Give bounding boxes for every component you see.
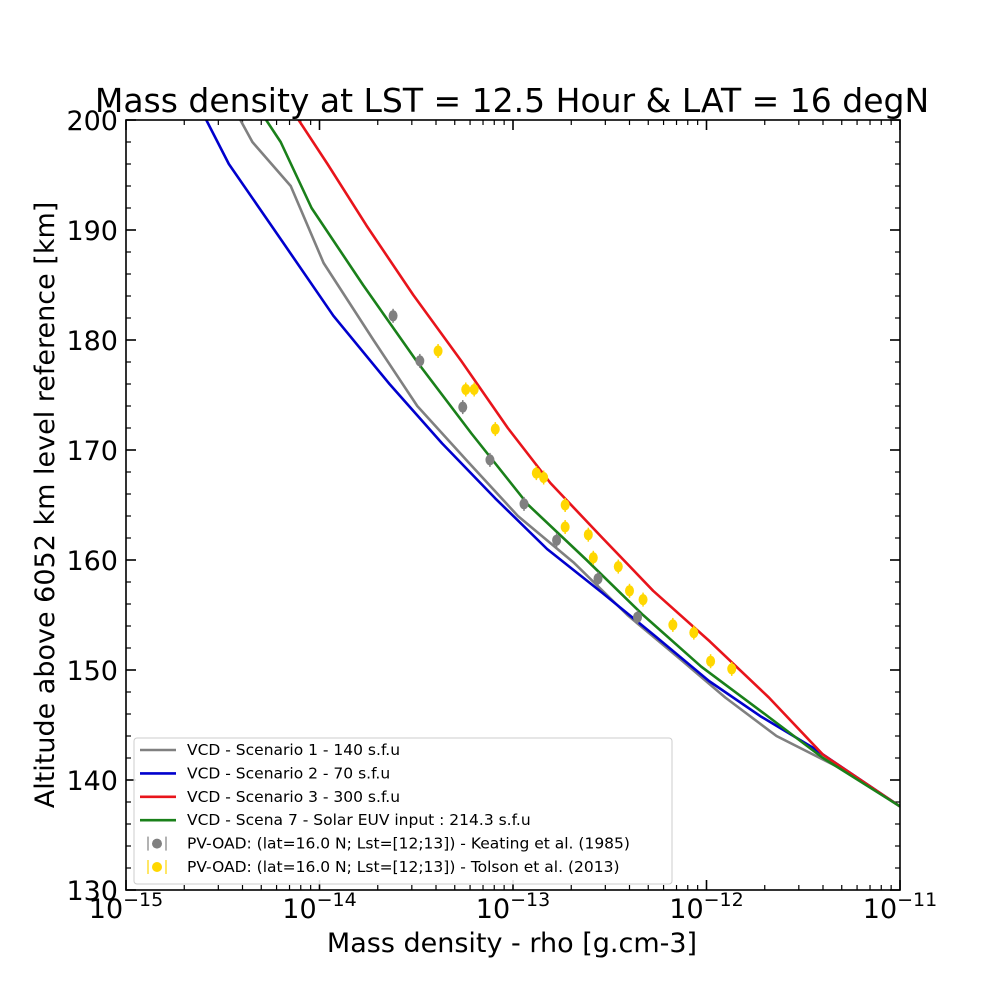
data-point bbox=[613, 561, 623, 573]
legend-label: VCD - Scenario 1 - 140 s.f.u bbox=[187, 741, 400, 759]
data-point bbox=[689, 627, 699, 639]
plot-frame bbox=[125, 119, 901, 891]
x-tick-label: 10−13 bbox=[476, 889, 550, 925]
x-tick-label: 10−12 bbox=[669, 889, 743, 925]
data-point bbox=[490, 423, 500, 435]
data-point bbox=[583, 529, 593, 541]
data-point bbox=[706, 655, 716, 667]
y-tick-label: 150 bbox=[66, 656, 118, 687]
legend-label: VCD - Scena 7 - Solar EUV input : 214.3 … bbox=[187, 811, 531, 829]
x-tick-label: 10−11 bbox=[863, 889, 937, 925]
chart-title: Mass density at LST = 12.5 Hour & LAT = … bbox=[95, 81, 929, 120]
data-point bbox=[633, 611, 643, 623]
plot-series bbox=[205, 120, 900, 808]
y-tick-label: 160 bbox=[66, 546, 118, 577]
tick-labels: 10−15 10−14 10−13 10−12 10−11 130 140 150 160 170… bbox=[66, 106, 937, 925]
y-axis-label: Altitude above 6052 km level reference [… bbox=[30, 202, 61, 809]
data-point bbox=[458, 401, 468, 413]
series-line-3 bbox=[297, 120, 900, 808]
y-tick-label: 190 bbox=[66, 216, 118, 247]
data-point bbox=[388, 310, 398, 322]
data-point bbox=[469, 384, 479, 395]
legend-box bbox=[133, 737, 673, 885]
series-line-2 bbox=[205, 120, 900, 808]
y-tick-label: 200 bbox=[66, 106, 118, 137]
legend-label: VCD - Scenario 2 - 70 s.f.u bbox=[187, 764, 390, 782]
series-line-1 bbox=[239, 120, 900, 808]
data-point bbox=[485, 454, 495, 466]
data-point bbox=[519, 498, 529, 510]
data-point bbox=[727, 663, 737, 675]
data-point bbox=[531, 467, 541, 479]
data-point bbox=[638, 594, 648, 606]
x-tick-label: 10−14 bbox=[282, 889, 356, 925]
x-axis-label: Mass density - rho [g.cm-3] bbox=[327, 928, 697, 959]
legend-marker bbox=[152, 838, 162, 849]
legend-label: PV-OAD: (lat=16.0 N; Lst=[12;13]) - Tols… bbox=[187, 858, 620, 876]
data-point bbox=[593, 573, 603, 585]
data-point bbox=[539, 472, 549, 483]
y-tick-label: 130 bbox=[66, 876, 118, 907]
x-tick-label: 10−15 bbox=[89, 889, 163, 925]
data-point bbox=[560, 499, 570, 511]
data-point bbox=[552, 534, 562, 546]
legend: VCD - Scenario 1 - 140 s.f.u VCD - Scenar… bbox=[133, 737, 673, 885]
legend-label: VCD - Scenario 3 - 300 s.f.u bbox=[187, 788, 400, 806]
data-point bbox=[624, 585, 634, 597]
y-tick-label: 170 bbox=[66, 436, 118, 467]
data-point bbox=[560, 521, 570, 533]
data-point bbox=[461, 384, 471, 395]
data-point bbox=[415, 355, 425, 367]
data-point bbox=[668, 619, 678, 631]
y-tick-label: 180 bbox=[66, 326, 118, 357]
data-point bbox=[433, 345, 443, 357]
data-point bbox=[588, 552, 598, 564]
y-tick-label: 140 bbox=[66, 766, 118, 797]
legend-marker bbox=[152, 862, 162, 872]
legend-label: PV-OAD: (lat=16.0 N; Lst=[12;13]) - Keat… bbox=[187, 835, 630, 853]
